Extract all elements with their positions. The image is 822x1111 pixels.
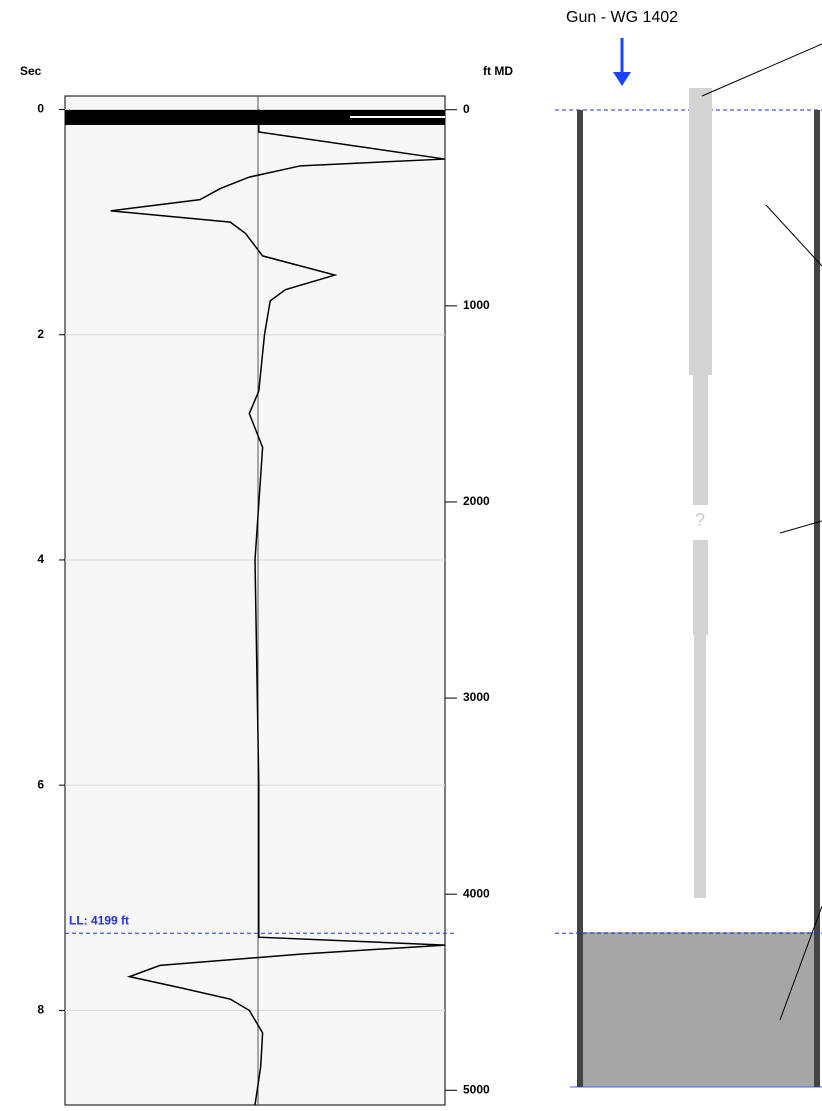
- pointer: [779, 520, 822, 534]
- grid: [65, 109, 445, 1011]
- tubing: [693, 375, 708, 505]
- y2-tick-label: 0: [463, 102, 470, 116]
- tubing: [689, 88, 712, 375]
- pointer: [765, 204, 822, 267]
- arrow-head: [613, 72, 631, 86]
- y2-tick-label: 5000: [463, 1082, 490, 1096]
- y2-axis-label: ft MD: [483, 64, 513, 78]
- y-tick-label: 6: [37, 777, 44, 791]
- casing-right: [814, 110, 820, 1087]
- tubing: [694, 635, 706, 898]
- saturated-band: [65, 110, 445, 125]
- y2-tick-label: 1000: [463, 298, 490, 312]
- fluid: [580, 932, 817, 1087]
- y2-tick-label: 2000: [463, 494, 490, 508]
- tubing: [693, 540, 708, 635]
- y-tick-label: 4: [37, 552, 44, 566]
- pointers: [701, 43, 822, 1021]
- unknown-mark: ?: [695, 510, 705, 530]
- pointer: [779, 905, 822, 1021]
- y-tick-label: 2: [37, 327, 44, 341]
- casing-left: [577, 110, 583, 1087]
- y-tick-label: 0: [37, 102, 44, 116]
- trace: [110, 109, 446, 1106]
- y2-tick-label: 4000: [463, 886, 490, 900]
- y-axis-label: Sec: [20, 64, 42, 78]
- pointer: [701, 43, 822, 97]
- gun-label: Gun - WG 1402: [566, 9, 678, 26]
- liquid-level-label: LL: 4199 ft: [69, 913, 129, 927]
- y-tick-label: 8: [37, 1003, 44, 1017]
- y2-tick-label: 3000: [463, 690, 490, 704]
